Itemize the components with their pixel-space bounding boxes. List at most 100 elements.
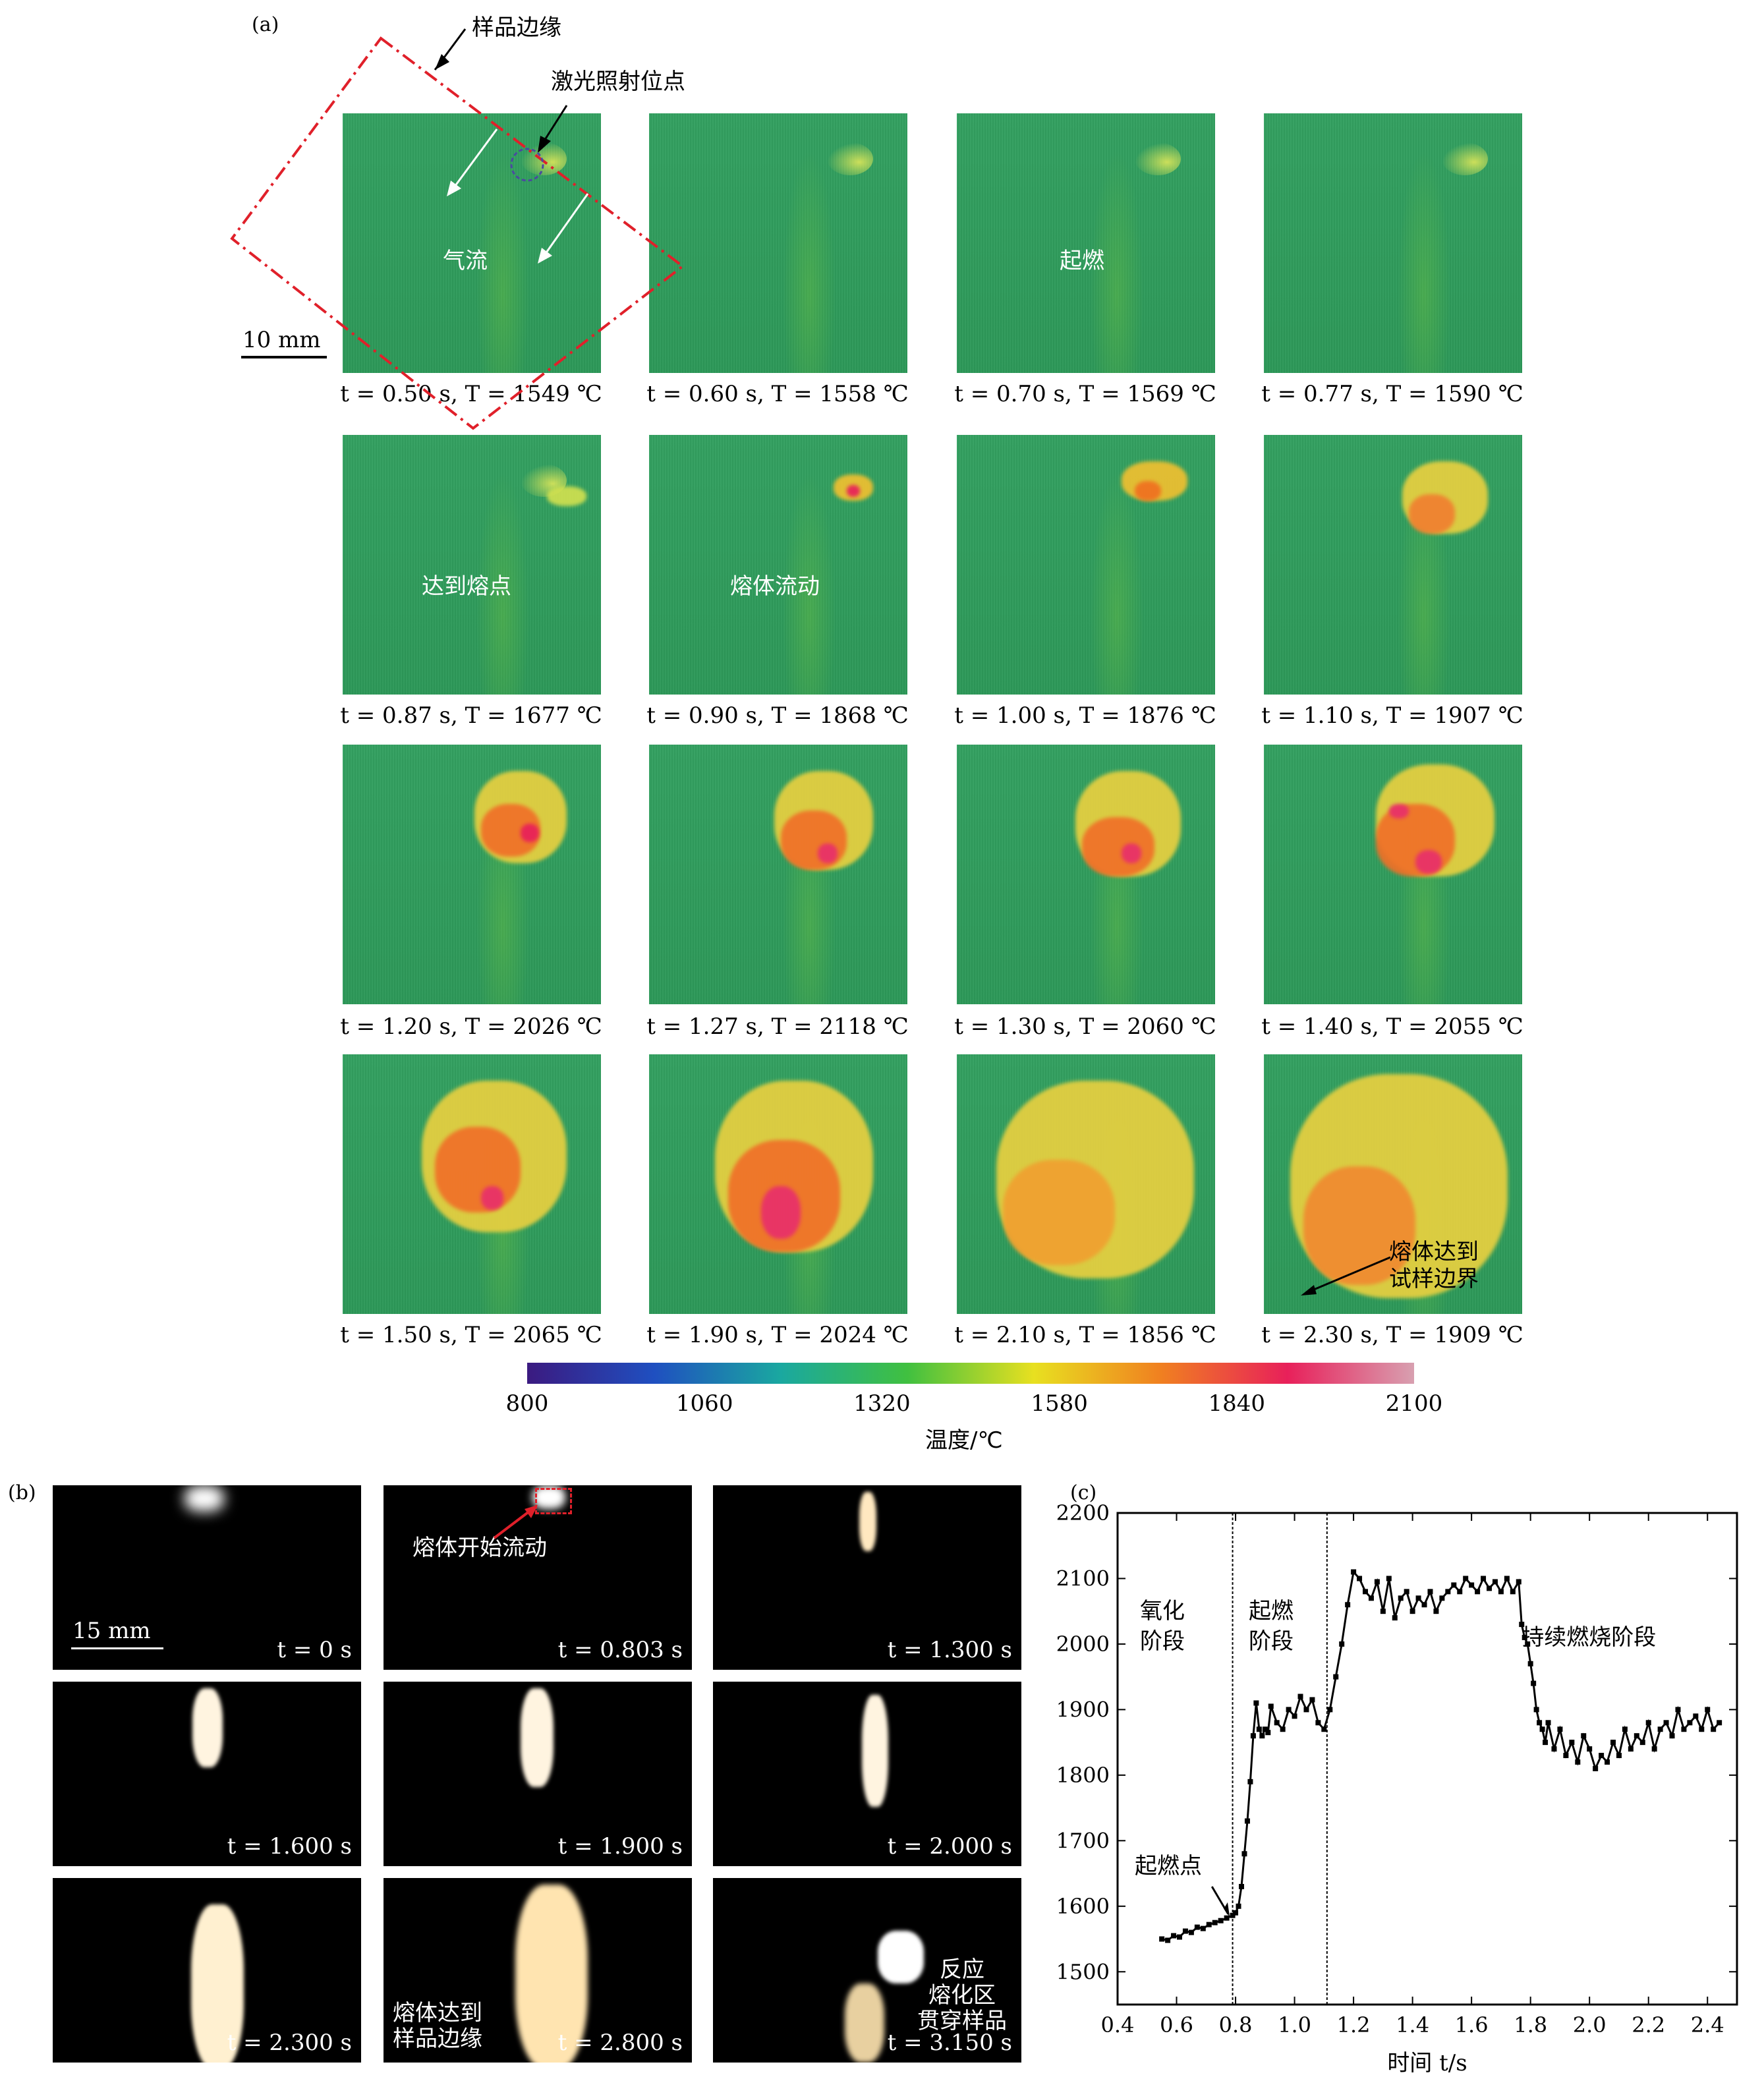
melt-region [1409, 494, 1455, 534]
colorbar-tick-label: 1580 [1031, 1390, 1088, 1417]
thermal-frame [1264, 745, 1522, 1004]
x-tick-label: 1.6 [1455, 2012, 1489, 2037]
data-point [1563, 1753, 1569, 1759]
melt-region [847, 485, 860, 497]
high-speed-frame: t = 2.300 s [53, 1878, 361, 2063]
data-point [1250, 1733, 1256, 1739]
melt-glow [191, 1904, 244, 2063]
frame-caption: t = 1.30 s, T = 2060 ℃ [954, 1013, 1216, 1040]
data-point [1551, 1746, 1557, 1752]
melt-region [1135, 481, 1161, 501]
data-point [1286, 1707, 1292, 1713]
melt-region [1003, 1160, 1115, 1265]
data-point [1628, 1746, 1634, 1752]
data-point [1259, 1733, 1265, 1739]
frame-caption: t = 1.10 s, T = 1907 ℃ [1261, 702, 1523, 729]
data-point [1457, 1589, 1463, 1595]
melt-glow [192, 1688, 223, 1767]
data-point [1200, 1925, 1206, 1931]
thermal-frame [957, 745, 1215, 1004]
panel-a-label: (a) [252, 13, 279, 36]
colorbar-tick-label: 800 [505, 1390, 549, 1417]
melting-point-label: 达到熔点 [422, 573, 511, 600]
data-point [1333, 1674, 1339, 1680]
data-point [1398, 1595, 1404, 1601]
data-point [1504, 1576, 1510, 1581]
colorbar-tick-label: 1060 [675, 1390, 733, 1417]
data-point [1427, 1589, 1433, 1595]
data-point [1297, 1694, 1303, 1699]
data-point [1194, 1924, 1200, 1930]
data-point [1639, 1740, 1645, 1746]
thermal-frame [649, 113, 907, 373]
colorbar-tick-label: 2100 [1385, 1390, 1443, 1417]
penetrate-line1: 反应 [940, 1956, 984, 1983]
data-point [1244, 1818, 1250, 1824]
data-point [1374, 1579, 1380, 1585]
frame-time: t = 2.300 s [227, 2030, 352, 2056]
data-point [1224, 1915, 1230, 1921]
data-point [1569, 1740, 1575, 1746]
x-tick-label: 2.2 [1632, 2012, 1665, 2037]
melt-region [1303, 1166, 1415, 1285]
melt-glow [878, 1931, 924, 1983]
penetrate-line3: 贯穿样品 [917, 2008, 1007, 2035]
data-point [1368, 1595, 1374, 1601]
x-tick-label: 1.0 [1278, 2012, 1311, 2037]
data-point [1218, 1918, 1224, 1923]
data-point [1699, 1726, 1705, 1732]
melt-edge-label: 熔体达到 样品边缘 [393, 2000, 482, 2053]
data-point [1433, 1609, 1439, 1614]
melt-glow [185, 1485, 224, 1512]
melt-edge-line2: 样品边缘 [393, 2026, 482, 2053]
frame-time: t = 2.000 s [887, 1833, 1012, 1860]
data-point [1498, 1589, 1504, 1595]
melt-edge-line1: 熔体达到 [393, 2000, 482, 2026]
data-point [1492, 1579, 1498, 1585]
data-point [1525, 1641, 1531, 1647]
melt-glow [859, 1492, 876, 1551]
data-point [1669, 1733, 1675, 1739]
thermal-frame [1264, 435, 1522, 695]
data-point [1451, 1582, 1457, 1588]
y-axis-label: 温度 T/℃ [1054, 1709, 1058, 1809]
thermal-frame [649, 745, 907, 1004]
data-point [1533, 1707, 1539, 1713]
melt-glow [521, 1688, 554, 1787]
thermal-frame [343, 1054, 601, 1314]
frame-time: t = 0.803 s [557, 1637, 683, 1663]
x-tick-label: 1.8 [1514, 2012, 1547, 2037]
data-point [1510, 1589, 1516, 1595]
frame-time: t = 1.900 s [557, 1833, 683, 1860]
thermal-frame [957, 1054, 1215, 1314]
y-tick-label: 2000 [1056, 1632, 1110, 1657]
data-point [1188, 1929, 1194, 1935]
frame-caption: t = 1.90 s, T = 2024 ℃ [646, 1322, 909, 1348]
data-point [1233, 1910, 1239, 1916]
data-point [1256, 1726, 1262, 1732]
data-point [1537, 1720, 1543, 1726]
data-point [1363, 1589, 1368, 1595]
melt-region [521, 824, 539, 842]
data-point [1421, 1602, 1427, 1608]
thermal-frame [343, 435, 601, 695]
melt-region [481, 1186, 503, 1210]
y-tick-label: 2100 [1056, 1566, 1110, 1591]
data-point [1463, 1576, 1469, 1581]
frame-time: t = 0 s [277, 1637, 352, 1663]
frame-time: t = 1.300 s [887, 1637, 1012, 1663]
data-point [1206, 1922, 1212, 1927]
data-point [1610, 1740, 1616, 1746]
thermal-frame [649, 435, 907, 695]
data-point [1663, 1720, 1669, 1726]
data-point [1182, 1928, 1188, 1934]
frame-caption: t = 1.00 s, T = 1876 ℃ [954, 702, 1216, 729]
melt-region [435, 1127, 521, 1212]
high-speed-frame: t = 3.150 s 反应 熔化区 贯穿样品 [713, 1878, 1021, 2063]
data-point [1575, 1759, 1581, 1765]
high-speed-frame: t = 2.000 s [713, 1682, 1021, 1866]
data-point [1386, 1576, 1392, 1581]
data-point [1339, 1641, 1345, 1647]
data-point [1268, 1703, 1274, 1709]
thermal-frame [649, 1054, 907, 1314]
